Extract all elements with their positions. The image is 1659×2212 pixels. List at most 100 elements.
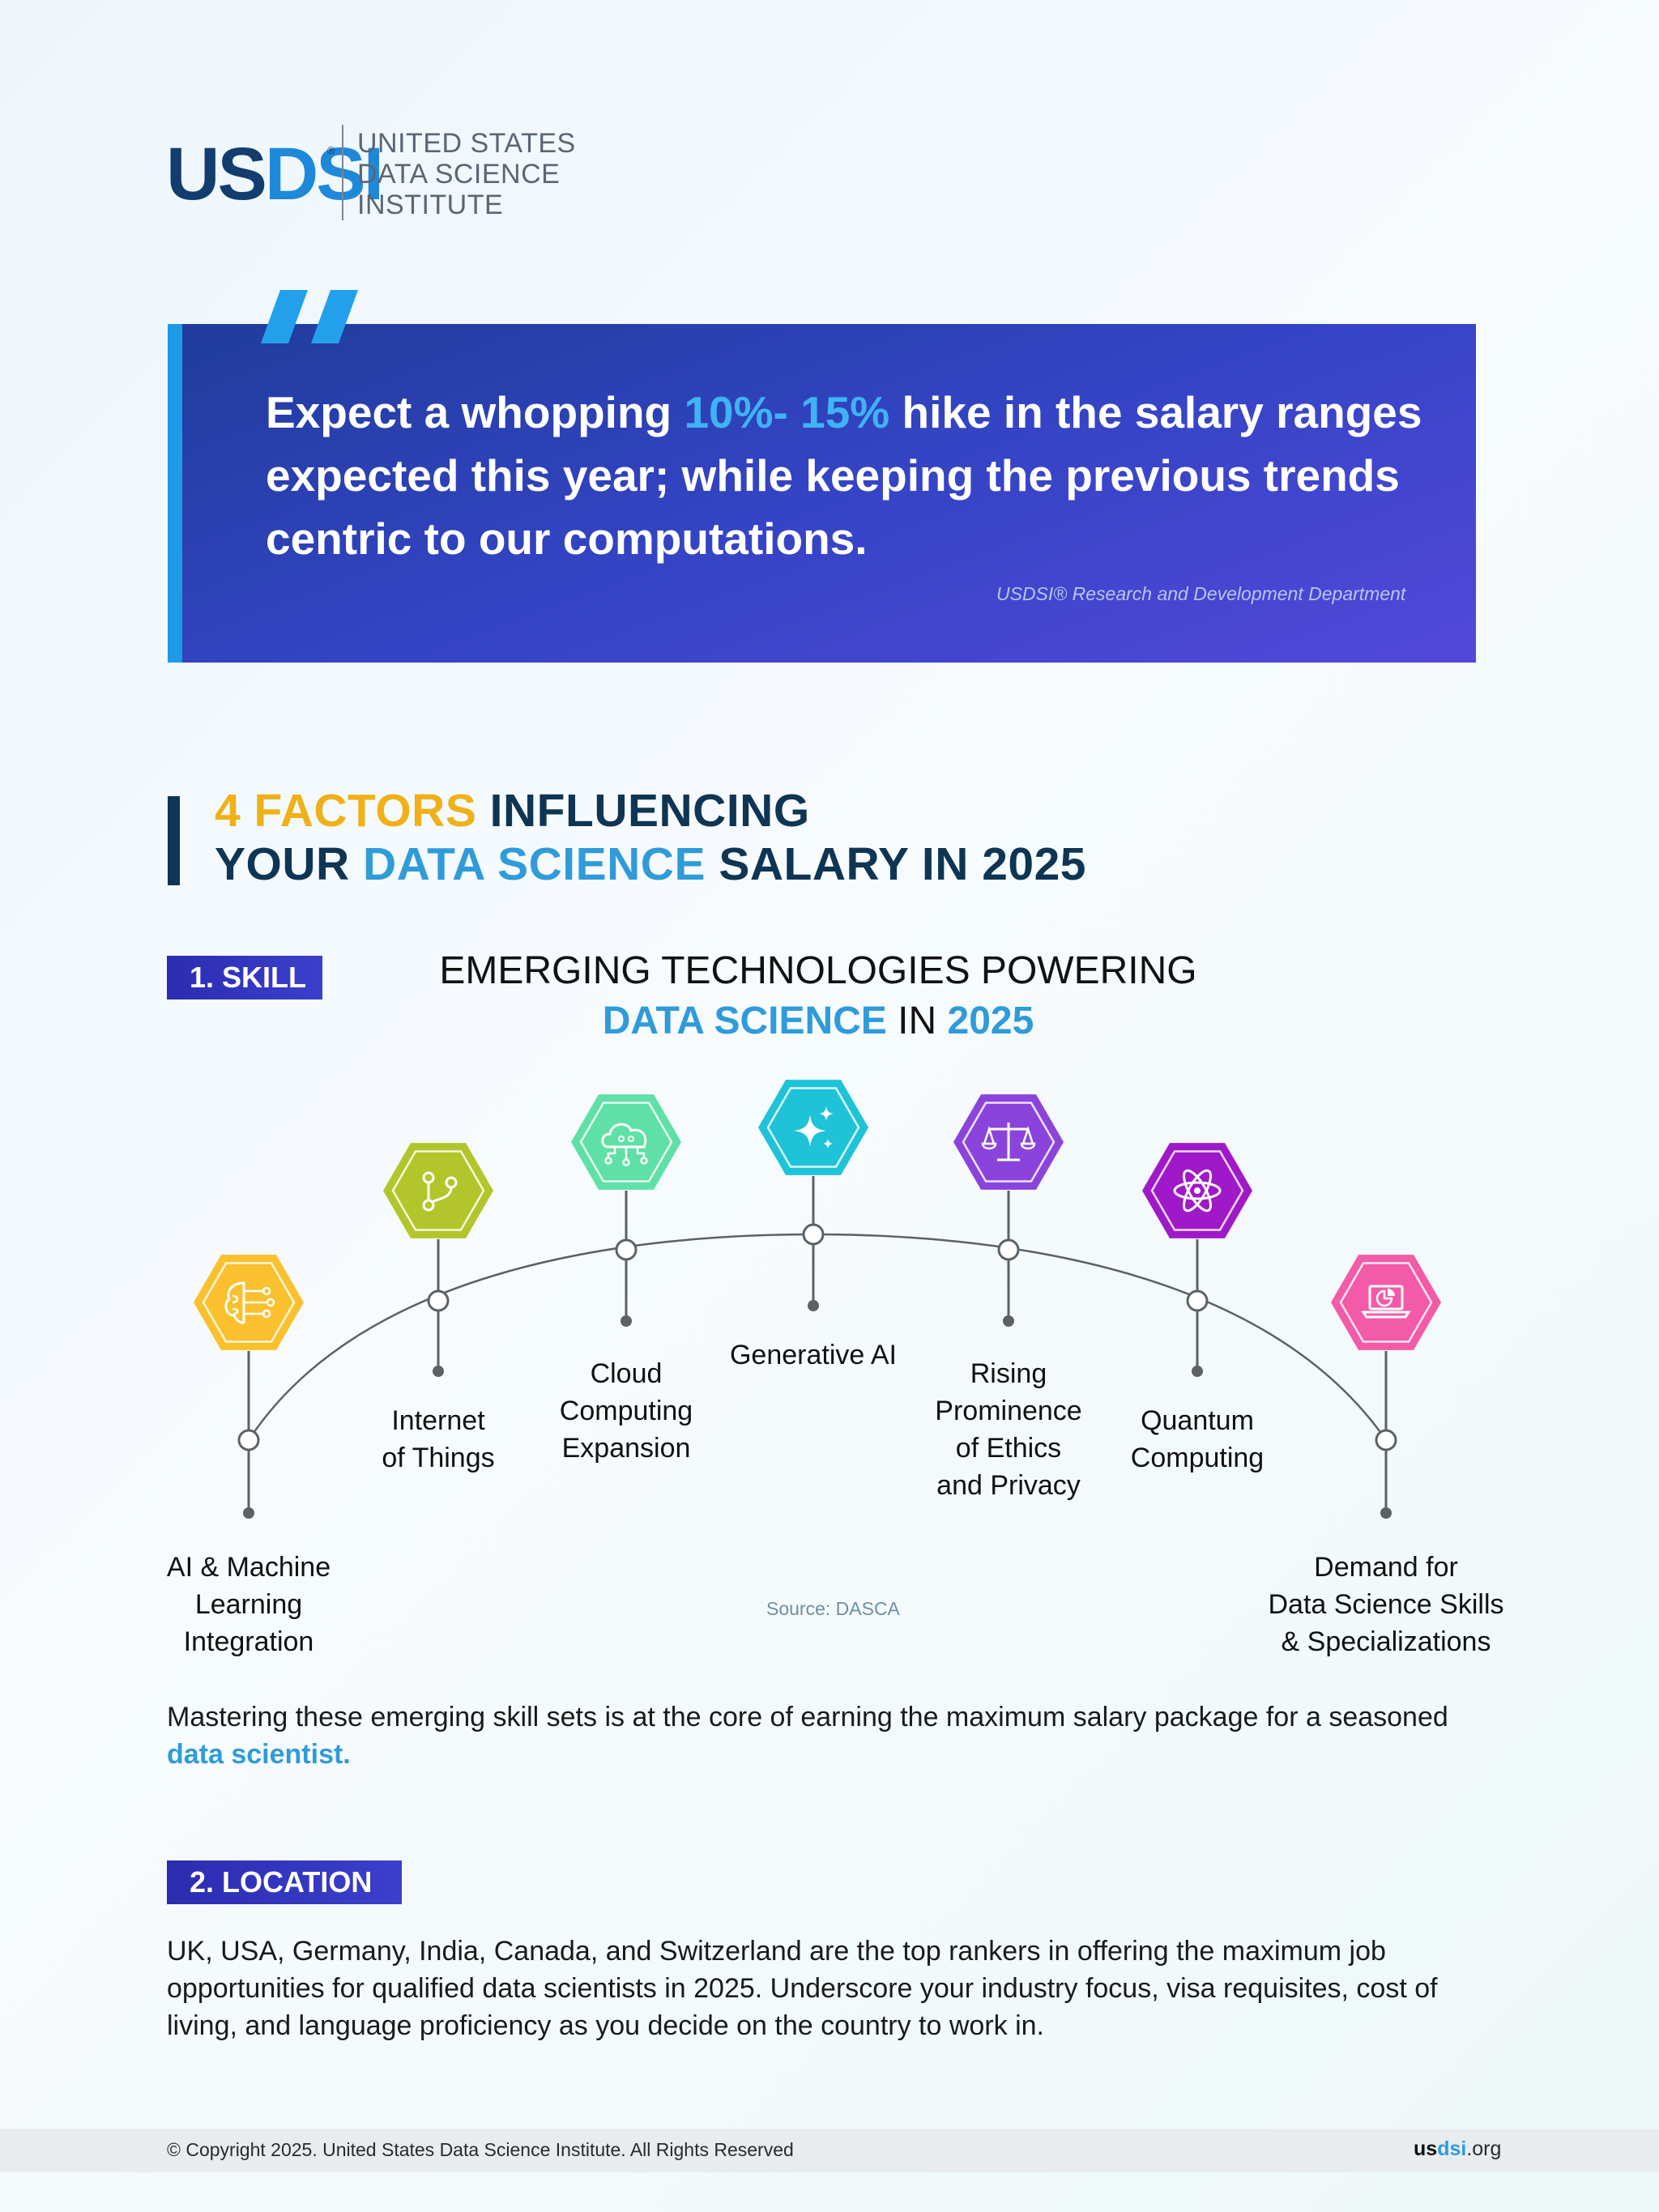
tech-item-node: [237, 1429, 260, 1451]
heading-rest-1: INFLUENCING: [476, 785, 810, 837]
tech-item-dot: [243, 1507, 254, 1519]
location-paragraph: UK, USA, Germany, India, Canada, and Swi…: [167, 1936, 1438, 2041]
tech-item-label-line: Learning: [194, 1589, 303, 1620]
footer-site-org: .org: [1466, 2137, 1502, 2160]
logo-divider: [342, 125, 343, 220]
emerging-title-mid: IN: [886, 999, 948, 1042]
tech-item-label: AI & Machine Learning Integration: [127, 1549, 370, 1660]
footer-copyright: © Copyright 2025. United States Data Sci…: [167, 2139, 794, 2160]
tech-item-dot: [808, 1300, 819, 1311]
tech-item-hexagon-inner: [766, 1087, 860, 1168]
cloud-network-icon: [601, 1123, 648, 1166]
tech-item-hexagon: [1331, 1255, 1441, 1350]
tech-item-label-line: Integration: [183, 1626, 314, 1657]
tech-item-hexagon-inner: [962, 1102, 1056, 1183]
tech-item-label-line: Internet: [391, 1405, 485, 1436]
tech-item-dot: [1003, 1315, 1014, 1327]
quote-part-2: hike in the salary ranges expected this …: [266, 387, 1422, 564]
tech-item-label-line: Expansion: [561, 1433, 691, 1464]
tech-item-hexagon: [194, 1255, 304, 1350]
tech-item-hexagon: [383, 1143, 493, 1238]
tech-item-node: [1375, 1429, 1397, 1451]
logo-us: US: [166, 133, 267, 215]
emerging-tech-title: EMERGING TECHNOLOGIES POWERING DATA SCIE…: [437, 946, 1199, 1046]
emerging-title-accent-2: 2025: [947, 999, 1034, 1042]
logo-dsi: DSI: [264, 133, 384, 215]
tech-item-node: [427, 1289, 450, 1312]
quote-mark-icon: [261, 290, 358, 343]
tech-item-hexagon-inner: [202, 1262, 296, 1343]
laptop-chart-icon: [1361, 1285, 1411, 1319]
footer-site-link[interactable]: usdsi.org: [1414, 2137, 1501, 2161]
tech-item-label-line: Computing: [1130, 1443, 1265, 1473]
tech-item-label: Cloud Computing Expansion: [505, 1355, 748, 1467]
logo-text: UNITED STATES DATA SCIENCE INSTITUTE: [357, 128, 576, 220]
logo-line-2: DATA SCIENCE: [357, 159, 561, 190]
tech-item-7: [1331, 1255, 1441, 1519]
tech-item-dot: [621, 1315, 632, 1327]
footer-bar: [0, 2129, 1659, 2172]
quote-highlight: 10%- 15%: [684, 387, 890, 437]
section-heading: 4 FACTORS INFLUENCING YOUR DATA SCIENCE …: [215, 784, 1086, 891]
skill-paragraph-text: Mastering these emerging skill sets is a…: [167, 1702, 1448, 1733]
tech-item-label-line: of Ethics: [955, 1433, 1062, 1464]
quote-accent-bar: [168, 324, 182, 663]
tech-item-3: [571, 1094, 681, 1327]
emerging-title-accent-1: DATA SCIENCE: [602, 999, 887, 1042]
tech-item-node: [802, 1223, 825, 1246]
tech-item-hexagon: [953, 1094, 1064, 1190]
tech-item-dot: [1380, 1507, 1392, 1519]
logo-line-3: INSTITUTE: [357, 190, 504, 220]
tech-item-hexagon-inner: [1150, 1150, 1244, 1231]
network-nodes-icon: [422, 1171, 458, 1212]
tech-item-6: [1142, 1143, 1252, 1377]
skill-badge: 1. SKILL: [167, 956, 322, 999]
emerging-title-line-1: EMERGING TECHNOLOGIES POWERING: [439, 949, 1197, 992]
data-scientist-link[interactable]: data scientist.: [167, 1739, 351, 1770]
heading-start-2: YOUR: [215, 838, 364, 890]
footer-site-us: us: [1414, 2137, 1438, 2160]
tech-item-label-line: Demand for: [1314, 1552, 1458, 1583]
tech-item-label-line: Prominence: [935, 1396, 1082, 1426]
skill-paragraph: Mastering these emerging skill sets is a…: [167, 1698, 1495, 1773]
tech-item-hexagon: [758, 1080, 868, 1175]
tech-item-hexagon: [571, 1094, 681, 1190]
tech-item-label: Generative AI: [692, 1336, 935, 1374]
footer-site-dsi: dsi: [1437, 2137, 1467, 2160]
location-badge: 2. LOCATION: [167, 1860, 402, 1904]
tech-item-label: Quantum Computing: [1076, 1402, 1319, 1477]
quote-part-1: Expect a whopping: [266, 387, 684, 437]
tech-item-label-line: Rising: [970, 1358, 1047, 1389]
tech-item-node: [615, 1238, 638, 1261]
tech-item-label-line: and Privacy: [936, 1470, 1081, 1501]
tech-item-hexagon-inner: [391, 1150, 485, 1231]
tech-item-5: [953, 1094, 1064, 1327]
quote-text: Expect a whopping 10%- 15% hike in the s…: [266, 381, 1448, 570]
tech-item-label-line: Cloud: [590, 1358, 663, 1389]
tech-item-label-line: of Things: [382, 1443, 495, 1473]
atom-icon: [1173, 1169, 1222, 1213]
tech-item-label: Rising Prominence of Ethics and Privacy: [887, 1355, 1130, 1504]
brain-circuit-icon: [224, 1281, 275, 1324]
tech-item-1: [194, 1255, 304, 1519]
tech-item-node: [997, 1238, 1020, 1261]
logo-line-1: UNITED STATES: [357, 128, 576, 159]
tech-item-label: Internet of Things: [317, 1402, 560, 1477]
heading-accent-bar: [168, 796, 180, 885]
tech-item-label: Demand for Data Science Skills & Specializ…: [1265, 1549, 1508, 1660]
tech-item-label-line: Data Science Skills: [1268, 1589, 1504, 1620]
tech-item-dot: [1192, 1366, 1203, 1377]
tech-item-hexagon-inner: [1339, 1262, 1433, 1343]
tech-item-hexagon: [1142, 1143, 1252, 1238]
tech-item-label-line: & Specializations: [1281, 1626, 1491, 1657]
tech-item-dot: [433, 1366, 444, 1377]
tech-item-label-line: Quantum: [1141, 1405, 1254, 1436]
heading-rest-2: SALARY IN 2025: [705, 838, 1086, 890]
heading-accent-1: 4 FACTORS: [215, 785, 477, 837]
sparkles-icon: [794, 1106, 834, 1149]
logo-registered-mark: ®: [327, 144, 335, 156]
tech-item-label-line: Generative AI: [729, 1340, 897, 1370]
tech-item-label-line: AI & Machine: [166, 1552, 331, 1583]
tech-item-2: [383, 1143, 493, 1377]
tech-item-label-line: Computing: [559, 1396, 693, 1426]
